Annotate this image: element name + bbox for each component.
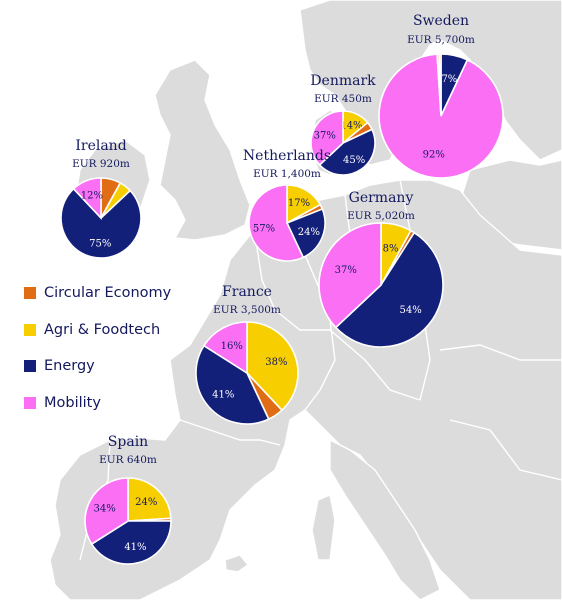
balearic-land xyxy=(224,554,249,573)
country-name-sweden: Sweden xyxy=(412,13,470,29)
slice-label-ireland-mobility: 12% xyxy=(81,190,103,201)
slice-label-sweden-mobility: 92% xyxy=(423,149,445,160)
pie-spain: 24% 41% 34% xyxy=(84,477,172,565)
pie-slice-denmark-mobility xyxy=(310,110,344,167)
sardinia-land xyxy=(311,494,336,561)
pie-slice-netherlands-mobility xyxy=(248,184,305,262)
country-amount-germany: EUR 5,020m xyxy=(347,210,415,222)
legend-item-mobility: Mobility xyxy=(24,394,171,412)
legend-item-agri: Agri & Foodtech xyxy=(24,321,171,339)
pie-slice-germany-energy xyxy=(334,231,444,348)
legend-item-circular: Circular Economy xyxy=(24,284,171,302)
pie-germany: 8% 54% 37% xyxy=(318,222,444,348)
legend-swatch-circular xyxy=(24,287,36,299)
country-name-france: France xyxy=(222,284,272,300)
slice-label-germany-mobility: 37% xyxy=(335,265,357,276)
pie-slice-spain-agri xyxy=(127,477,172,522)
legend-swatch-mobility xyxy=(24,396,36,409)
pie-france: 38% 41% 16% xyxy=(195,321,299,425)
legend-item-energy: Energy xyxy=(24,357,171,375)
slice-label-denmark-agri: 14% xyxy=(340,121,362,132)
slice-label-spain-energy: 41% xyxy=(124,542,146,553)
pie-slice-spain-mobility xyxy=(84,477,129,546)
legend-swatch-agri xyxy=(24,323,36,336)
slice-label-sweden-energy: 7% xyxy=(441,74,457,85)
country-amount-denmark: EUR 450m xyxy=(314,93,372,105)
pie-netherlands: 17% 24% 57% xyxy=(248,184,326,262)
slice-label-netherlands-energy: 24% xyxy=(298,227,320,238)
pie-slice-ireland-mobility xyxy=(72,177,102,221)
pie-slice-netherlands-energy xyxy=(285,207,326,259)
pie-ireland: 75% 12% xyxy=(60,177,142,259)
pie-slice-ireland-energy xyxy=(60,187,142,259)
slice-label-germany-agri: 8% xyxy=(383,243,399,254)
slice-label-germany-energy: 54% xyxy=(400,305,422,316)
country-name-germany: Germany xyxy=(348,190,414,206)
pie-slice-sweden-mobility xyxy=(378,53,504,179)
pie-slice-france-agri xyxy=(246,321,299,412)
legend-label-circular: Circular Economy xyxy=(44,285,172,301)
legend-label-energy: Energy xyxy=(44,358,95,374)
slice-label-ireland-energy: 75% xyxy=(89,238,111,249)
pie-slice-germany-mobility xyxy=(318,222,382,329)
country-name-ireland: Ireland xyxy=(75,138,127,154)
pie-slice-france-energy xyxy=(195,344,270,425)
slice-label-spain-mobility: 34% xyxy=(94,504,116,515)
country-name-denmark: Denmark xyxy=(310,73,376,89)
country-amount-spain: EUR 640m xyxy=(99,454,157,466)
pie-sweden: 7% 92% xyxy=(378,53,504,179)
slice-label-france-agri: 38% xyxy=(265,357,287,368)
country-amount-netherlands: EUR 1,400m xyxy=(253,168,321,180)
pie-slice-france-mobility xyxy=(202,321,248,375)
slice-label-denmark-energy: 45% xyxy=(343,155,365,166)
slice-label-denmark-mobility: 37% xyxy=(314,131,336,142)
italy-land xyxy=(329,439,441,600)
slice-label-netherlands-agri: 17% xyxy=(288,198,310,209)
slice-label-spain-agri: 24% xyxy=(135,497,157,508)
legend-label-mobility: Mobility xyxy=(44,394,101,411)
great-britain-land xyxy=(154,59,251,241)
country-amount-france: EUR 3,500m xyxy=(213,304,281,316)
legend-label-agri: Agri & Foodtech xyxy=(44,321,161,338)
slice-label-france-energy: 41% xyxy=(212,389,234,400)
legend-swatch-energy xyxy=(24,360,36,372)
pie-denmark: 14% 45% 37% xyxy=(310,110,376,176)
country-amount-ireland: EUR 920m xyxy=(72,158,130,170)
country-name-netherlands: Netherlands xyxy=(242,148,332,164)
slice-label-netherlands-mobility: 57% xyxy=(253,224,275,235)
country-amount-sweden: EUR 5,700m xyxy=(407,34,475,46)
legend: Circular Economy Agri & Foodtech Energy Mob… xyxy=(24,284,171,430)
pie-slice-sweden-agri xyxy=(438,53,442,117)
country-name-spain: Spain xyxy=(107,434,149,450)
slice-label-france-mobility: 16% xyxy=(221,341,243,352)
pie-slice-denmark-energy xyxy=(318,128,376,176)
